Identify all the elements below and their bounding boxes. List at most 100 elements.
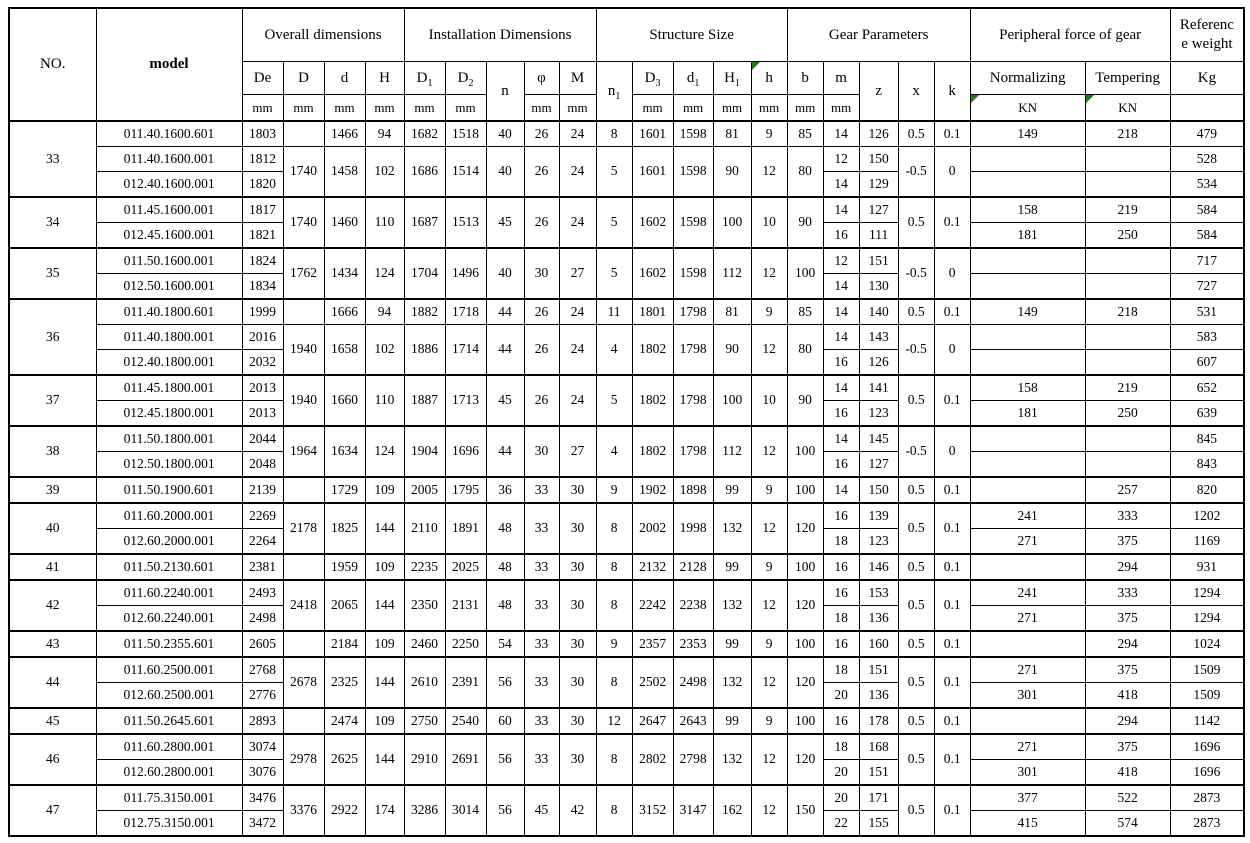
table-cell: 2178	[282, 502, 325, 555]
table-cell	[969, 707, 1086, 735]
section-header-gear-parameters: Gear Parameters	[786, 7, 971, 62]
table-cell: 0	[933, 247, 971, 300]
table-cell	[1084, 451, 1171, 478]
table-cell	[969, 247, 1086, 274]
table-cell: 100	[712, 196, 752, 249]
table-cell: 1169	[1169, 528, 1245, 555]
symbol-base: n	[607, 82, 616, 99]
col-header-normalizing: Normalizing	[969, 61, 1086, 95]
table-cell: 1824	[241, 247, 284, 274]
table-cell: 100	[786, 553, 824, 581]
table-cell: 531	[1169, 298, 1245, 325]
table-cell: 109	[364, 553, 405, 581]
table-cell: 294	[1084, 630, 1171, 658]
table-cell: 123	[858, 528, 899, 555]
no-cell: 40	[8, 502, 97, 555]
table-cell: 56	[485, 733, 525, 786]
table-row: 012.60.2240.001 2498 18 136 271 375 1294	[9, 605, 1245, 632]
table-cell: 5	[595, 196, 633, 249]
col-header-D2: D2	[444, 61, 487, 95]
table-cell: 8	[595, 656, 633, 709]
table-cell	[969, 451, 1086, 478]
table-row: 011.40.1800.001 2016 1940 1658 102 1886 1714 44…	[9, 324, 1245, 376]
section-header-installation-dimensions: Installation Dimensions	[403, 7, 597, 62]
table-cell: 12	[750, 146, 788, 198]
unit-cell-H: mm	[364, 94, 405, 122]
table-cell	[969, 146, 1086, 172]
model-cell: 011.50.1900.601	[95, 476, 243, 504]
table-cell: 126	[858, 120, 899, 147]
model-cell: 011.60.2500.001	[95, 656, 243, 683]
table-cell: 90	[712, 324, 752, 376]
table-cell: 2802	[631, 733, 674, 786]
table-cell: 81	[712, 120, 752, 147]
unit-cell-D3: mm	[631, 94, 674, 122]
unit-cell-D1: mm	[403, 94, 446, 122]
table-cell: 42	[558, 784, 597, 837]
table-cell: 250	[1084, 400, 1171, 427]
table-cell: 90	[786, 374, 824, 427]
table-cell: 1634	[323, 425, 366, 478]
header-group-row: NO. model Overall dimensions Installatio…	[8, 7, 1245, 122]
unit-label: KN	[1118, 99, 1138, 115]
table-cell: 124	[364, 247, 405, 300]
table-cell	[969, 425, 1086, 452]
table-cell: 60	[485, 707, 525, 735]
table-cell: 174	[364, 784, 405, 837]
table-cell: 0.1	[933, 630, 971, 658]
table-row: 012.45.1600.001 1821 16 111 181 250 584	[9, 222, 1245, 249]
table-cell: 16	[822, 400, 860, 427]
table-cell: 2678	[282, 656, 325, 709]
table-cell: 1964	[282, 425, 325, 478]
table-cell: 80	[786, 324, 824, 376]
table-cell: 30	[558, 502, 597, 555]
table-cell: 30	[523, 247, 560, 300]
table-cell: 1718	[444, 298, 487, 325]
table-cell: 2750	[403, 707, 446, 735]
symbol-sub: 1	[694, 77, 700, 89]
table-cell: 130	[858, 273, 899, 300]
table-cell: 375	[1084, 733, 1171, 760]
table-cell: 534	[1169, 171, 1245, 198]
table-cell: 30	[558, 733, 597, 786]
table-cell: 1729	[323, 476, 366, 504]
symbol-base: d	[686, 69, 695, 86]
table-cell: 2242	[631, 579, 674, 632]
table-cell: 584	[1169, 196, 1245, 223]
table-cell	[969, 630, 1086, 658]
table-cell: 0.5	[897, 553, 935, 581]
table-cell: 2502	[631, 656, 674, 709]
unit-label: KN	[1018, 99, 1038, 115]
col-header-H1: H1	[712, 61, 752, 95]
table-cell: 12	[750, 324, 788, 376]
table-cell: 1834	[241, 273, 284, 300]
table-cell: 33	[523, 707, 560, 735]
table-cell: 160	[858, 630, 899, 658]
table-cell: 8	[595, 553, 633, 581]
table-cell: 56	[485, 784, 525, 837]
table-cell: 375	[1084, 656, 1171, 683]
table-cell: 20	[822, 682, 860, 709]
model-cell: 012.50.1800.001	[95, 451, 243, 478]
table-cell: 1202	[1169, 502, 1245, 529]
table-cell: 0	[933, 425, 971, 478]
table-cell: 155	[858, 810, 899, 837]
table-cell: 33	[523, 733, 560, 786]
table-cell: 158	[969, 374, 1086, 401]
table-cell: 2110	[403, 502, 446, 555]
table-cell: 12	[750, 733, 788, 786]
table-cell: 9	[750, 630, 788, 658]
table-cell: 11	[595, 298, 633, 325]
table-cell: 141	[858, 374, 899, 401]
table-row: 39 011.50.1900.601 2139 1729 109 2005 1795 36 33…	[8, 476, 1245, 504]
no-cell: 33	[8, 120, 97, 198]
table-cell: 479	[1169, 120, 1245, 147]
table-cell: 1902	[631, 476, 674, 504]
table-cell: 85	[786, 120, 824, 147]
unit-cell-D: mm	[282, 94, 325, 122]
table-cell: 9	[595, 630, 633, 658]
table-row: 34 011.45.1600.001 1817 1740 1460 110 1687 1513…	[8, 196, 1245, 249]
table-cell: 33	[523, 579, 560, 632]
table-cell: 9	[595, 476, 633, 504]
table-cell: 100	[786, 425, 824, 478]
